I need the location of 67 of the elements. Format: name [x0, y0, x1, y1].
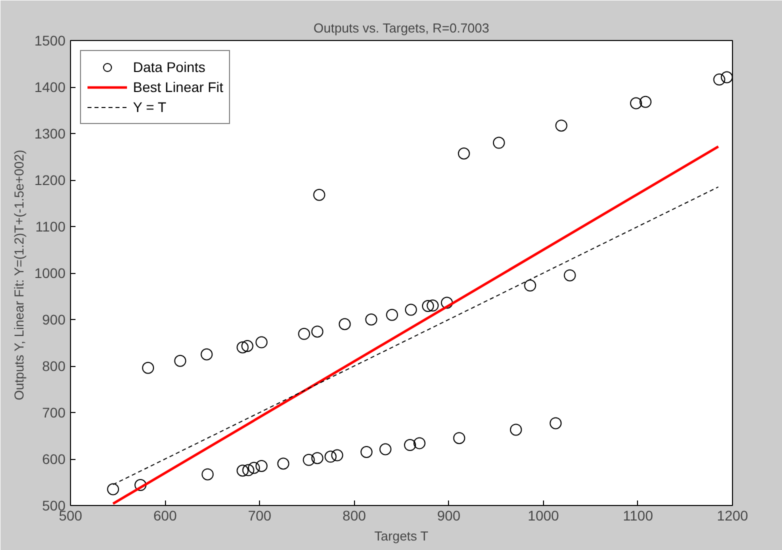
- point: [564, 269, 576, 282]
- point: [413, 437, 426, 450]
- point: [338, 318, 351, 330]
- y-axis-title: Outputs Y, Linear Fit: Y=(1.2)T+(-1.5e+002): [11, 150, 26, 400]
- legend-label: Y = T: [133, 99, 166, 115]
- point: [200, 348, 213, 360]
- point: [360, 446, 373, 458]
- legend-label: Best Linear Fit: [133, 79, 224, 95]
- point: [404, 304, 417, 316]
- point: [313, 188, 326, 201]
- point: [713, 74, 726, 86]
- point: [311, 452, 324, 464]
- x-tick-label: 900: [437, 508, 461, 524]
- x-tick-label: 1200: [716, 508, 748, 524]
- point: [492, 136, 505, 149]
- y-tick-label: 1400: [34, 79, 66, 95]
- legend-label: Data Points: [133, 59, 206, 75]
- x-axis-title: Targets T: [374, 528, 428, 544]
- x-tick-label: 1100: [622, 508, 654, 524]
- chart-title: Outputs vs. Targets, R=0.7003: [314, 20, 490, 36]
- point: [236, 464, 249, 477]
- y-tick-label: 1100: [35, 218, 66, 234]
- x-tick-label: 600: [153, 508, 177, 524]
- point: [107, 483, 120, 496]
- point: [524, 280, 536, 292]
- point: [298, 328, 310, 340]
- y-tick-label: 1200: [34, 172, 66, 188]
- point: [236, 341, 249, 354]
- y-tick-label: 700: [42, 404, 66, 420]
- point: [379, 443, 392, 456]
- point: [510, 424, 522, 436]
- point: [555, 120, 568, 132]
- point: [302, 454, 315, 466]
- y-tick-label: 1300: [34, 126, 66, 142]
- point: [365, 314, 378, 326]
- point: [277, 458, 290, 470]
- point: [324, 450, 337, 463]
- point: [134, 479, 146, 492]
- point: [639, 96, 652, 108]
- point: [331, 449, 344, 462]
- point: [426, 300, 439, 312]
- y-tick-label: 600: [42, 451, 66, 467]
- point: [242, 464, 254, 476]
- x-tick-label: 700: [248, 508, 272, 524]
- point: [174, 354, 186, 367]
- x-tick-label: 1000: [528, 508, 560, 524]
- x-tick-label: 800: [342, 508, 366, 524]
- point: [311, 326, 324, 338]
- point: [453, 432, 466, 444]
- point: [440, 296, 453, 309]
- point: [142, 362, 154, 374]
- point: [256, 460, 268, 472]
- point: [458, 148, 470, 160]
- point: [256, 336, 268, 348]
- y-tick-label: 1000: [34, 265, 66, 281]
- y-tick-label: 800: [42, 358, 66, 374]
- y-tick-label: 1500: [34, 32, 66, 48]
- point: [720, 71, 732, 84]
- point: [550, 417, 562, 430]
- point: [386, 308, 398, 321]
- point: [422, 300, 434, 312]
- point: [404, 439, 416, 452]
- y-tick-label: 900: [42, 312, 66, 328]
- point: [630, 97, 642, 110]
- point: [248, 462, 260, 474]
- point: [241, 340, 254, 352]
- point: [202, 468, 214, 480]
